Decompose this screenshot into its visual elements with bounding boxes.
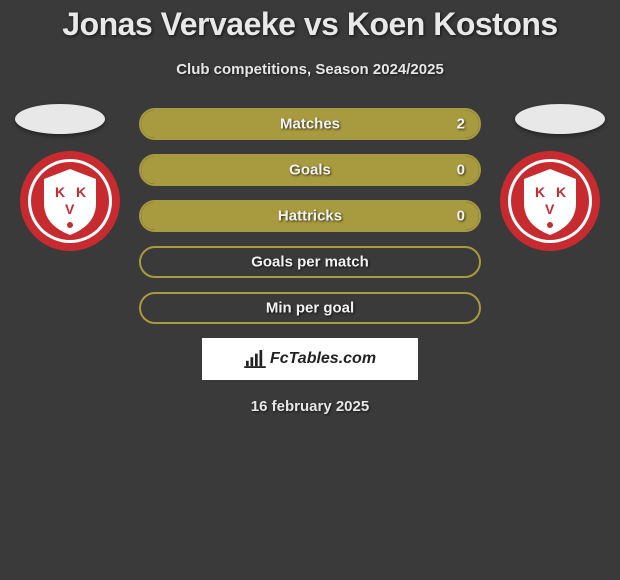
svg-text:K: K xyxy=(535,184,545,200)
stat-bar-label: Matches xyxy=(280,116,340,133)
brand-text: FcTables.com xyxy=(270,350,376,368)
player-photo-left xyxy=(15,104,105,134)
club-badge-right: K K V xyxy=(500,151,600,251)
shield-icon: K K V xyxy=(500,151,600,251)
svg-text:K: K xyxy=(556,184,566,200)
stat-bar-value-right: 0 xyxy=(457,162,465,179)
svg-text:K: K xyxy=(55,184,65,200)
svg-text:K: K xyxy=(76,184,86,200)
stat-bar: Goals per match xyxy=(139,246,481,278)
stat-bars: Matches 2 Goals 0 Hattricks 0 Goals per match M… xyxy=(139,108,481,324)
page-title: Jonas Vervaeke vs Koen Kostons xyxy=(0,6,620,43)
svg-text:V: V xyxy=(65,201,75,217)
stat-bar-label: Goals xyxy=(289,162,331,179)
stat-bar-value-right: 2 xyxy=(457,116,465,133)
stat-bar-value-right: 0 xyxy=(457,208,465,225)
subtitle: Club competitions, Season 2024/2025 xyxy=(0,61,620,78)
stat-bar: Hattricks 0 xyxy=(139,200,481,232)
club-badge-left: K K V xyxy=(20,151,120,251)
stat-bar-label: Hattricks xyxy=(278,208,342,225)
brand-banner: FcTables.com xyxy=(202,338,418,380)
stat-bar: Min per goal xyxy=(139,292,481,324)
stat-bar: Goals 0 xyxy=(139,154,481,186)
stat-bar-label: Min per goal xyxy=(266,300,354,317)
comparison-area: K K V K K V Matches2Goals0Hattricks0Goal… xyxy=(0,108,620,415)
date-text: 16 february 2025 xyxy=(0,398,620,415)
bar-chart-icon xyxy=(244,350,266,368)
stat-bar: Matches 2 xyxy=(139,108,481,140)
infographic-root: Jonas Vervaeke vs Koen Kostons Club comp… xyxy=(0,0,620,415)
shield-icon: K K V xyxy=(20,151,120,251)
player-photo-right xyxy=(515,104,605,134)
svg-text:V: V xyxy=(545,201,555,217)
stat-bar-label: Goals per match xyxy=(251,254,369,271)
